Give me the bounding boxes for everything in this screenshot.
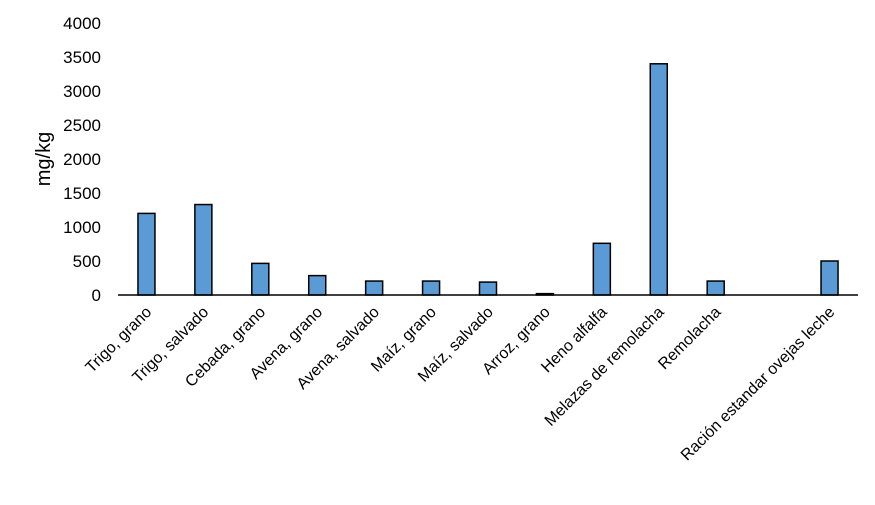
bar <box>478 281 498 296</box>
y-tick-label: 2000 <box>63 150 101 169</box>
bar <box>706 280 725 296</box>
bar <box>421 280 441 296</box>
y-tick-label: 0 <box>92 286 101 305</box>
x-tick-label: Melazas de remolacha <box>542 304 668 430</box>
bar <box>194 203 213 296</box>
y-tick-label: 2500 <box>63 116 101 135</box>
y-tick-label: 3500 <box>63 48 101 67</box>
y-tick-label: 1000 <box>63 218 101 237</box>
y-tick-label: 4000 <box>63 14 101 33</box>
bar <box>820 260 839 296</box>
bar <box>364 280 384 296</box>
bar <box>307 274 327 296</box>
y-tick-label: 3000 <box>63 82 101 101</box>
bar <box>137 212 156 296</box>
y-axis-label: mg/kg <box>33 132 55 186</box>
y-tick-label: 1500 <box>63 184 101 203</box>
y-tick-label: 500 <box>73 252 101 271</box>
bar <box>649 63 669 296</box>
bar <box>251 262 270 296</box>
bar <box>592 242 612 296</box>
